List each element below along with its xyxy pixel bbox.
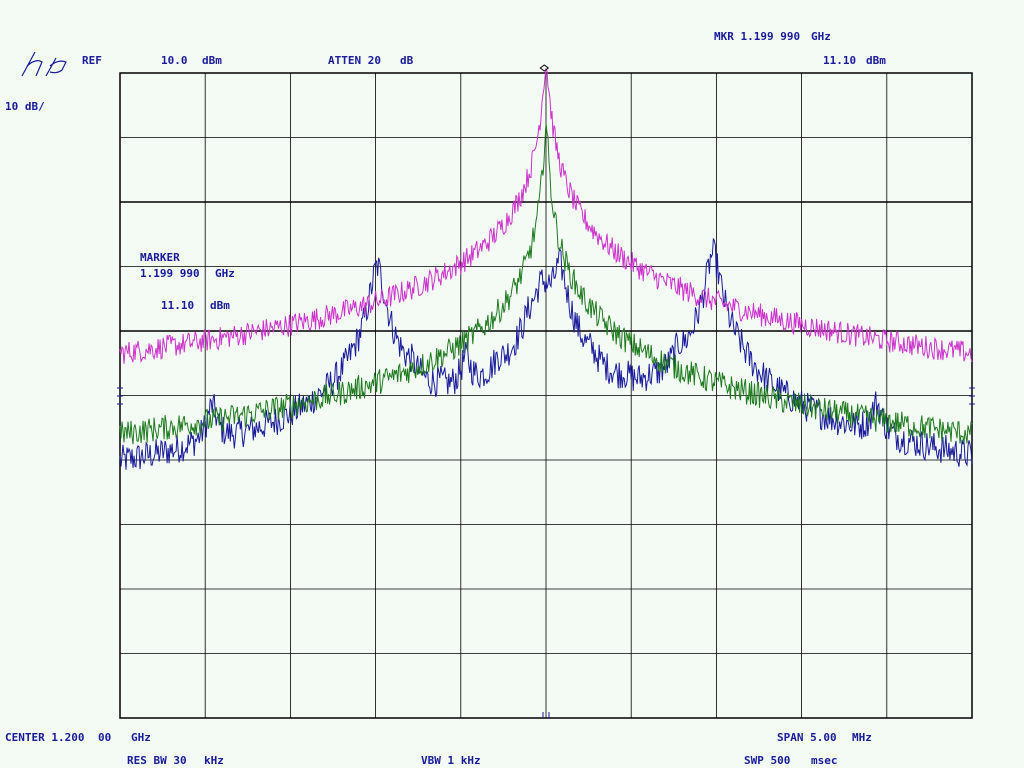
marker-panel-freq-unit: GHz <box>215 267 235 280</box>
ref-unit: dBm <box>202 54 222 67</box>
reference-ticks <box>117 387 975 718</box>
res-bw-label: RES BW 30 <box>127 754 187 767</box>
graticule <box>119 72 973 719</box>
span-label: SPAN 5.00 <box>777 731 837 744</box>
scale-label: 10 dB/ <box>5 100 45 113</box>
ref-label: REF <box>82 54 102 67</box>
sweep-label: SWP 500 <box>744 754 791 767</box>
trace-green-line <box>119 123 973 445</box>
center-freq-label: CENTER 1.200 <box>5 731 85 744</box>
ref-value: 10.0 <box>161 54 188 67</box>
trace-blue-line <box>119 238 973 470</box>
marker-panel-freq: 1.199 990 <box>140 267 200 280</box>
hp-logo-icon <box>21 51 67 77</box>
vbw-label: VBW 1 kHz <box>421 754 481 767</box>
atten-label: ATTEN 20 <box>328 54 381 67</box>
span-unit: MHz <box>852 731 872 744</box>
res-bw-unit: kHz <box>204 754 224 767</box>
center-freq-unit: GHz <box>131 731 151 744</box>
marker-panel-amp-unit: dBm <box>210 299 230 312</box>
mkr-amp-value: 11.10 <box>823 54 857 67</box>
sweep-unit: msec <box>811 754 838 767</box>
marker-panel-title: MARKER <box>140 251 180 264</box>
mkr-amp-unit: dBm <box>866 54 886 67</box>
atten-unit: dB <box>400 54 414 67</box>
marker-panel-amp: 11.10 <box>161 299 195 312</box>
marker-symbol-icon <box>539 64 550 72</box>
marker-diamond <box>539 64 550 72</box>
mkr-freq-label: MKR 1.199 990 <box>714 30 801 43</box>
center-freq-digits: 00 <box>98 731 112 744</box>
mkr-freq-unit: GHz <box>811 30 831 43</box>
